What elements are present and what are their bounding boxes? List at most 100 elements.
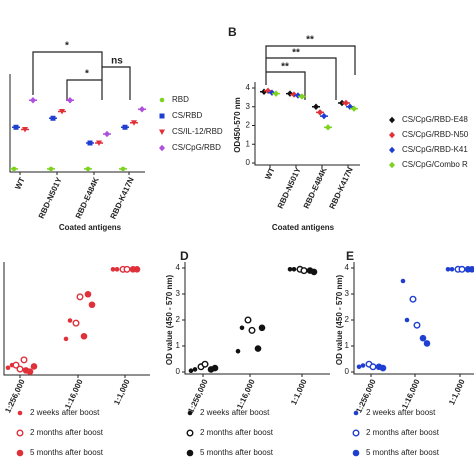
legend-label: RBD xyxy=(172,95,189,104)
legend-marker xyxy=(159,97,165,103)
data-point xyxy=(5,365,11,371)
data-point xyxy=(449,267,455,272)
y-tick-label: 1 xyxy=(176,341,181,350)
y-tick-label: 3 xyxy=(176,289,181,298)
y-tick-label: 0 xyxy=(246,158,251,167)
data-point xyxy=(114,267,120,272)
data-point xyxy=(188,368,194,374)
x-axis-label: Coated antigens xyxy=(272,223,335,232)
panel-letter: B xyxy=(228,25,237,39)
legend-label: 5 months after boost xyxy=(200,448,274,457)
y-tick-label: 4 xyxy=(246,83,251,92)
x-tick-label: RBD-E484K xyxy=(74,176,101,220)
legend-label: 2 months after boost xyxy=(30,428,104,437)
data-point xyxy=(12,361,20,369)
data-point xyxy=(379,364,387,372)
legend-marker xyxy=(389,161,395,169)
panel-letter: E xyxy=(346,249,354,263)
y-tick-label: 2 xyxy=(345,315,350,324)
data-point xyxy=(244,316,252,324)
y-tick-label: 2 xyxy=(176,315,181,324)
y-tick-label: 0 xyxy=(345,367,350,376)
axis xyxy=(184,262,330,375)
significance-label: * xyxy=(85,69,89,80)
legend-label: CS/CpG/Combo R xyxy=(402,160,468,169)
legend-label: CS/CpG/RBD-E48 xyxy=(402,115,468,124)
data-point xyxy=(409,295,417,303)
y-axis-label: OD value (450 - 570 nm) xyxy=(165,275,174,366)
data-point xyxy=(20,356,28,364)
significance-label: * xyxy=(65,41,69,52)
bracket xyxy=(265,45,356,100)
legend-marker xyxy=(17,410,23,416)
bracket xyxy=(32,51,131,100)
legend-label: 2 months after boost xyxy=(366,428,440,437)
x-tick-label: RBD-N501Y xyxy=(37,175,64,220)
x-tick-label: 1:16,000 xyxy=(235,377,257,410)
significance-label: ** xyxy=(306,35,314,46)
data-point xyxy=(192,367,198,372)
x-tick-label: 1:16,000 xyxy=(400,377,422,410)
x-tick-label: 1:16,000 xyxy=(63,377,85,410)
data-point xyxy=(400,278,406,284)
legend-label: 2 weeks after boost xyxy=(366,408,436,417)
legend-label: 2 weeks after boost xyxy=(30,408,100,417)
legend-marker xyxy=(352,449,360,457)
legend-label: 2 weeks after boost xyxy=(200,408,270,417)
data-point xyxy=(80,332,88,340)
data-point xyxy=(123,265,131,273)
data-point xyxy=(419,334,427,342)
x-tick-label: 1:256,000 xyxy=(3,377,27,414)
significance-label: ns xyxy=(111,56,123,67)
x-tick-label: 1:1,000 xyxy=(112,377,132,406)
x-tick-label: RBD-K417N xyxy=(328,166,355,211)
data-point xyxy=(468,266,474,273)
legend-label: CS/CpG/RBD-N50 xyxy=(402,130,469,139)
y-tick-label: 4 xyxy=(345,263,350,272)
significance-label: ** xyxy=(281,62,289,73)
data-point xyxy=(110,267,116,272)
axis xyxy=(9,74,145,173)
y-tick-label: 3 xyxy=(345,289,350,298)
x-tick-label: 1:1,000 xyxy=(289,377,309,406)
legend-marker xyxy=(159,129,165,135)
data-point xyxy=(133,266,141,273)
data-point xyxy=(369,363,377,371)
data-point xyxy=(413,321,421,329)
data-point xyxy=(445,267,451,272)
x-tick-label: RBD-N501Y xyxy=(276,165,303,210)
data-point xyxy=(356,364,362,370)
data-point xyxy=(310,268,318,276)
legend-label: CS/CpG/RBD-K41 xyxy=(402,145,468,154)
x-axis-label: Coated antigens xyxy=(59,223,122,232)
axis xyxy=(353,262,474,375)
significance-label: ** xyxy=(292,48,300,59)
x-tick-label: RBD-E484K xyxy=(302,166,329,210)
data-point xyxy=(88,301,96,309)
data-point xyxy=(16,365,24,373)
legend-marker xyxy=(389,116,395,124)
data-point xyxy=(63,336,69,342)
data-point xyxy=(211,364,219,372)
legend-marker xyxy=(159,144,165,152)
y-tick-label: 1 xyxy=(345,341,350,350)
legend-label: CS/CpG/RBD xyxy=(172,143,221,152)
legend-marker xyxy=(353,410,359,416)
data-point xyxy=(254,345,262,352)
data-point xyxy=(84,290,92,298)
legend-marker xyxy=(389,131,395,139)
data-point xyxy=(201,360,209,368)
significance-brackets xyxy=(32,45,356,100)
data-point xyxy=(76,293,84,301)
data-point xyxy=(26,368,34,375)
x-tick-label: RBD-K417N xyxy=(109,176,136,221)
data-point xyxy=(235,348,241,354)
data-point xyxy=(258,324,266,332)
axis xyxy=(3,262,150,376)
legend-marker xyxy=(16,449,24,457)
data-point xyxy=(300,267,308,275)
legend-marker xyxy=(16,429,24,437)
x-tick-label: WT xyxy=(263,166,276,181)
data-point xyxy=(67,318,73,323)
